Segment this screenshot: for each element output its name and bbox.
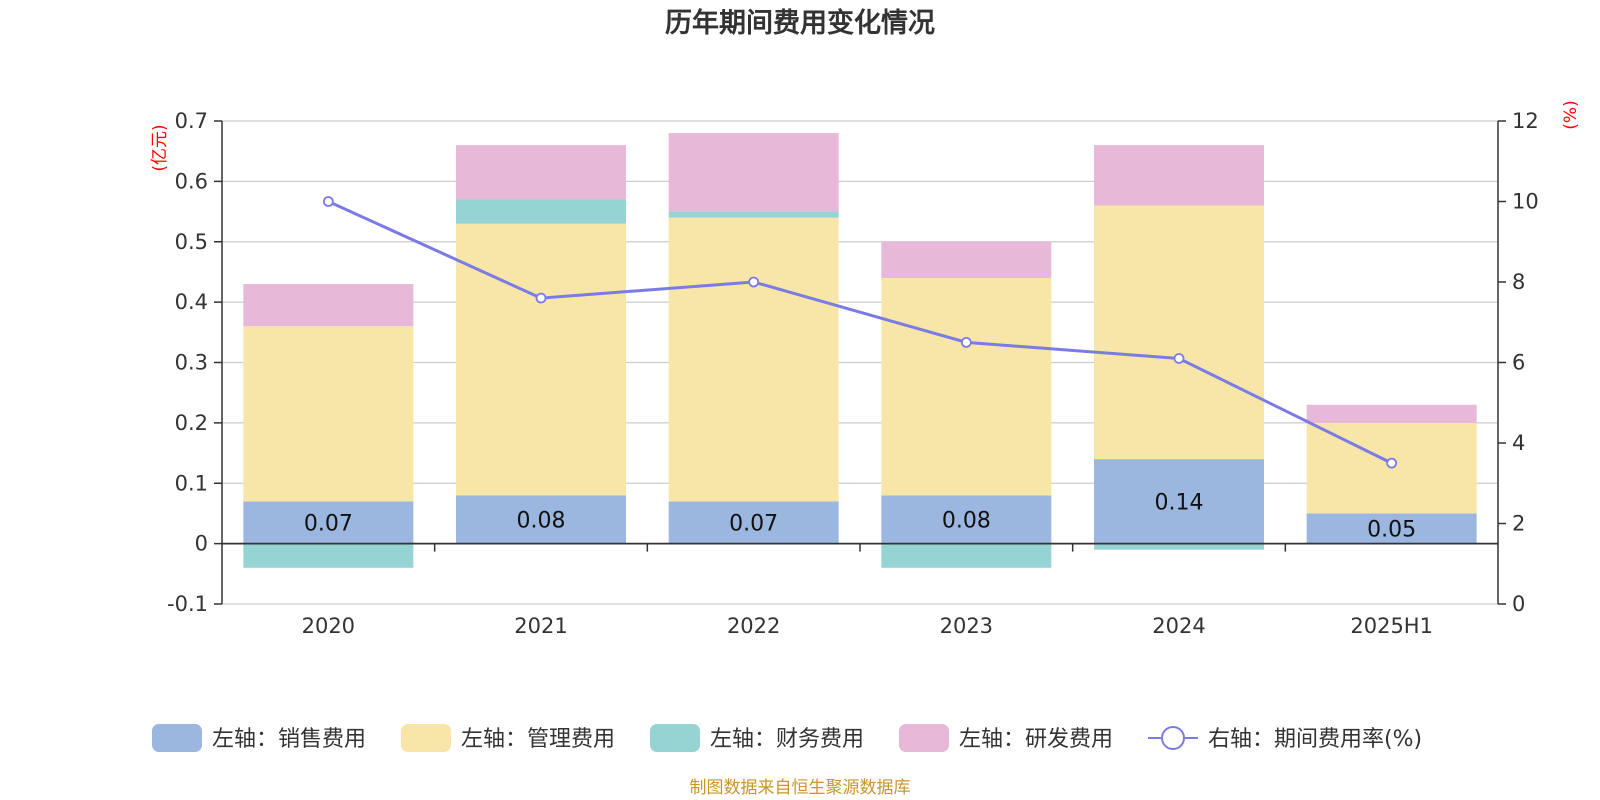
bar-data-label: 0.07 xyxy=(304,511,353,536)
rate-line-series xyxy=(322,196,1398,469)
bar-segment xyxy=(1306,513,1477,544)
left-axis-tick-label: 0.2 xyxy=(175,411,208,435)
bar-segment xyxy=(1094,459,1264,544)
left-axis-tick-label: 0.7 xyxy=(175,109,208,133)
bar-series xyxy=(243,133,1477,568)
bar-segment xyxy=(668,501,839,544)
bar-data-label: 0.07 xyxy=(729,511,778,536)
legend-label: 左轴：销售费用 xyxy=(212,727,366,752)
rate-point xyxy=(1173,353,1185,364)
bar-data-label: 0.05 xyxy=(1367,518,1416,543)
right-axis-tick-label: 2 xyxy=(1512,512,1525,536)
chart-title: 历年期间费用变化情况 xyxy=(665,7,935,39)
left-axis-tick-label: 0.4 xyxy=(175,290,208,314)
rate-line xyxy=(327,200,1393,465)
rate-point xyxy=(1386,457,1398,469)
bar-segment xyxy=(243,284,414,327)
bar-segment xyxy=(881,241,1052,278)
left-axis-tick-label: 0.5 xyxy=(175,230,208,254)
bar-segment xyxy=(1094,145,1264,206)
bar-data-label: 0.08 xyxy=(942,508,991,533)
bar-segment xyxy=(1306,404,1477,423)
bar-segment xyxy=(456,223,626,496)
source-note: 制图数据来自恒生聚源数据库 xyxy=(690,778,911,798)
left-axis-unit: (亿元) xyxy=(150,124,170,171)
bar-segment xyxy=(243,501,414,544)
bar-segment xyxy=(456,199,626,224)
x-axis-tick-label: 2020 xyxy=(302,614,355,638)
left-axis-tick-label: 0.3 xyxy=(175,351,208,375)
bar-segment xyxy=(881,277,1052,496)
bar-data-label: 0.14 xyxy=(1155,490,1204,515)
right-axis-tick-label: 8 xyxy=(1512,270,1525,294)
rate-point xyxy=(322,196,334,207)
legend-swatch xyxy=(899,724,949,752)
right-axis-unit: (%) xyxy=(1561,100,1581,129)
right-axis-tick-label: 0 xyxy=(1512,592,1525,616)
legend-label: 左轴：财务费用 xyxy=(710,727,864,752)
bar-segment xyxy=(881,543,1052,568)
right-axis-tick-label: 6 xyxy=(1512,351,1525,375)
bar-segment xyxy=(1094,543,1264,550)
x-axis-tick-label: 2023 xyxy=(940,614,993,638)
left-axis-tick-label: -0.1 xyxy=(167,592,208,616)
right-axis-tick-label: 12 xyxy=(1512,109,1539,133)
rate-point xyxy=(960,336,972,348)
data-labels: 0.07 0.08 0.07 0.08 0.14 0.05 xyxy=(304,490,1416,542)
x-axis-tick-label: 2021 xyxy=(514,614,567,638)
legend-label: 左轴：研发费用 xyxy=(959,727,1113,752)
left-axis-tick-label: 0.6 xyxy=(175,169,208,193)
bar-segment xyxy=(243,326,414,502)
x-axis-tick-label: 2025H1 xyxy=(1350,614,1433,638)
bar-segment xyxy=(668,133,839,212)
bar-segment xyxy=(456,495,626,544)
x-axis-tick-label: 2022 xyxy=(727,614,780,638)
left-axis-tick-label: 0.1 xyxy=(175,471,208,495)
bar-segment xyxy=(668,211,839,218)
legend: 左轴：销售费用 左轴：管理费用 左轴：财务费用 左轴：研发费用 右轴：期间费用率(%) xyxy=(152,724,1422,752)
bar-segment xyxy=(881,495,1052,544)
rate-point xyxy=(535,292,547,304)
left-axis-tick-label: 0 xyxy=(195,532,208,556)
legend-label: 左轴：管理费用 xyxy=(461,727,615,752)
rate-point xyxy=(748,276,760,288)
bar-segment xyxy=(1094,205,1264,460)
bar-segment xyxy=(243,543,414,568)
right-axis-tick-label: 4 xyxy=(1512,431,1525,455)
right-axis-tick-label: 10 xyxy=(1512,190,1539,214)
bar-segment xyxy=(668,217,839,502)
grid-lines xyxy=(222,120,1498,605)
bar-segment xyxy=(456,145,626,200)
bar-data-label: 0.08 xyxy=(517,508,566,533)
legend-label: 右轴：期间费用率(%) xyxy=(1208,727,1422,752)
legend-swatch xyxy=(401,724,451,752)
axes: -0.1 0 0.1 0.2 0.3 0.4 0.5 0.6 0.7 0 2 4 6 8 10 12 2020 2… xyxy=(167,109,1539,638)
x-axis-tick-label: 2024 xyxy=(1152,614,1205,638)
legend-swatch xyxy=(650,724,700,752)
legend-swatch xyxy=(152,724,202,752)
legend-line-marker xyxy=(1161,726,1185,750)
